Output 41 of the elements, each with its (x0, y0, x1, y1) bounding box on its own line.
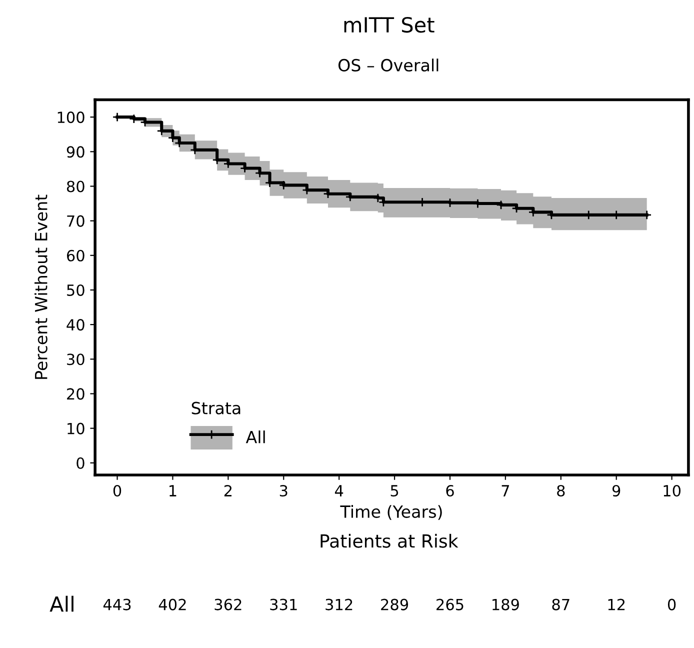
x-tick-label: 9 (612, 484, 620, 497)
text: All (50, 596, 74, 612)
x-tick-label: 2 (224, 484, 232, 496)
y-tick-label: 30 (67, 354, 84, 366)
y-tick-label: 60 (66, 250, 84, 262)
x-tick-label: 4 (334, 485, 344, 496)
y-tick-label: 70 (67, 215, 84, 227)
x-tick-label: 8 (557, 484, 565, 497)
chart-title: mITT Set (344, 16, 434, 33)
text: 0 (668, 598, 676, 610)
x-tick-label: 1 (170, 485, 176, 496)
text: 312 (326, 598, 352, 610)
y-tick-label: 50 (67, 284, 84, 296)
text: 12 (608, 598, 625, 610)
text: 87 (552, 598, 570, 610)
x-tick-label: 7 (502, 485, 509, 496)
y-tick-label: 40 (66, 319, 84, 331)
text: 265 (436, 598, 464, 610)
x-axis-title: Time (Years) (340, 505, 442, 520)
text: 331 (270, 598, 297, 610)
x-tick-label: 3 (280, 484, 288, 497)
y-axis-title: Percent Without Event (34, 194, 48, 379)
y-tick-label: 90 (66, 146, 84, 158)
legend-label: All (246, 430, 265, 444)
text: Patients at Risk (320, 534, 458, 548)
y-tick-label: 20 (67, 388, 84, 400)
legend-title: Strata (192, 402, 240, 414)
text: 362 (214, 598, 242, 610)
text: 289 (381, 598, 408, 610)
text: 402 (158, 598, 186, 610)
x-tick-label: 0 (113, 484, 122, 497)
y-tick-label: 100 (58, 112, 84, 124)
x-tick-label: 10 (664, 484, 681, 497)
chart-subtitle: OS – Overall (338, 58, 438, 72)
x-tick-label: 6 (446, 484, 454, 497)
y-tick-label: 10 (68, 422, 84, 434)
y-tick-label: 80 (66, 180, 84, 192)
text: 443 (103, 598, 131, 610)
x-tick-label: 5 (390, 485, 398, 497)
text: 189 (492, 598, 519, 610)
y-tick-label: 0 (76, 457, 84, 469)
